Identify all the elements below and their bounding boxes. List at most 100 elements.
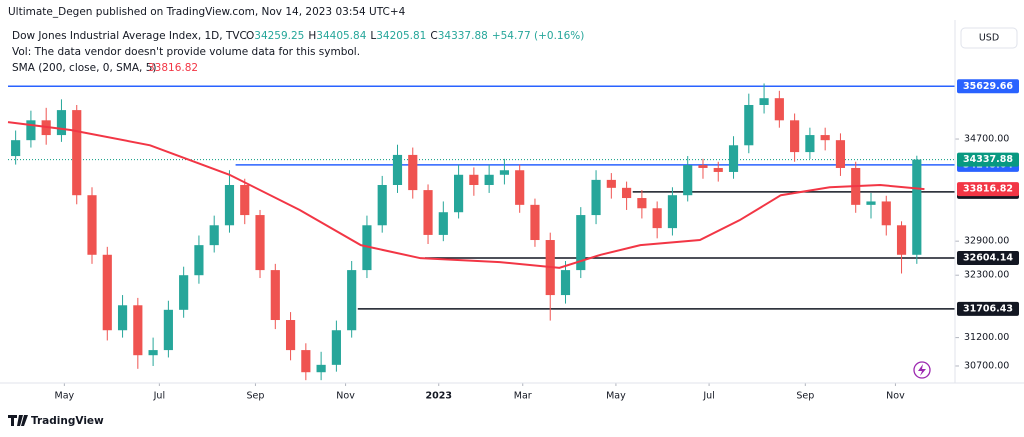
- ohlc-key: H: [308, 30, 316, 42]
- brand-logo: [8, 415, 28, 426]
- x-tick-label: Jul: [702, 391, 714, 402]
- currency: USD: [979, 33, 999, 44]
- sma-value: 33816.82: [148, 62, 198, 74]
- candle-body: [820, 135, 830, 141]
- candle-body: [438, 212, 448, 235]
- candle-body: [622, 187, 632, 199]
- candle-body: [698, 165, 708, 168]
- candle-body: [774, 98, 784, 121]
- candle-body: [912, 159, 922, 255]
- y-tick-label: 34700.00: [964, 134, 1009, 145]
- candle-body: [469, 174, 479, 185]
- candle-body: [148, 350, 158, 356]
- ohlc-legend: O 34259.25 H 34405.84 L 34205.81 C 34337.88 +54.…: [246, 30, 584, 42]
- sma-label-bg: [957, 182, 1019, 197]
- candle-body: [301, 350, 311, 373]
- x-tick-label: 2023: [426, 391, 452, 402]
- candle-body: [224, 184, 235, 226]
- y-tick-label: 31200.00: [964, 332, 1009, 343]
- brand: TradingView: [31, 415, 104, 427]
- level-label-bg: [957, 301, 1019, 316]
- sma-line: [7, 121, 925, 269]
- ohlc-value: 34337.88: [438, 30, 488, 42]
- candle-body: [316, 364, 326, 373]
- candle-body: [454, 174, 464, 213]
- ohlc-value: 34405.84: [316, 30, 366, 42]
- candle-body: [576, 215, 586, 271]
- candle-body: [179, 275, 189, 310]
- x-tick-label: Sep: [796, 391, 814, 402]
- level-label: 32604.14: [963, 252, 1013, 263]
- candle-body: [56, 110, 67, 136]
- level-label-bg: [957, 250, 1019, 265]
- candle-body: [362, 225, 372, 271]
- x-tick-label: May: [55, 391, 75, 402]
- candle-body: [102, 254, 112, 331]
- candle-body: [270, 270, 280, 321]
- candle-body: [347, 270, 357, 331]
- candle-body: [11, 140, 21, 157]
- candle-body: [637, 198, 647, 209]
- candle-body: [652, 208, 662, 229]
- candle-body: [896, 225, 907, 255]
- candle-body: [255, 215, 265, 271]
- x-tick-label: Jul: [153, 391, 165, 402]
- candle-body: [530, 204, 540, 241]
- candle-body: [285, 320, 296, 351]
- sma-label: 33816.82: [963, 184, 1013, 195]
- candle-body: [728, 145, 739, 172]
- x-tick-label: Nov: [886, 391, 905, 402]
- last-price-label: 34337.88: [963, 154, 1013, 165]
- plot: 30700.00 31200.00 32300.00 32900.00 34700.00…: [7, 79, 1019, 402]
- candle-body: [835, 140, 846, 168]
- currency-button[interactable]: [960, 27, 1018, 49]
- candle-body: [591, 179, 601, 216]
- y-tick-label: 30700.00: [964, 360, 1009, 371]
- candle-body: [408, 154, 418, 191]
- candle-body: [606, 179, 616, 188]
- x-tick-label: Sep: [246, 391, 264, 402]
- x-tick-label: Mar: [514, 391, 532, 402]
- ohlc-value: 34205.81: [376, 30, 426, 42]
- candle-body: [133, 305, 143, 356]
- candle-body: [713, 167, 723, 172]
- candle-body: [759, 98, 769, 105]
- level-label-bg: [957, 79, 1019, 94]
- sma-name: SMA (200, close, 0, SMA, 5): [12, 62, 157, 74]
- candle-body: [26, 120, 36, 141]
- candle-body: [72, 110, 82, 196]
- candle-body: [87, 195, 97, 255]
- candle-body: [423, 190, 433, 235]
- y-tick-label: 32900.00: [964, 236, 1009, 247]
- candle-body: [194, 245, 204, 276]
- ohlc-key: O: [246, 30, 254, 42]
- candle-body: [515, 170, 525, 205]
- change: +54.77 (+0.16%): [492, 30, 585, 42]
- x-tick-label: May: [606, 391, 626, 402]
- candle-body: [240, 184, 250, 216]
- ohlc-key: L: [370, 30, 376, 42]
- candle-body: [667, 195, 678, 229]
- candle-body: [881, 201, 891, 226]
- candle-body: [560, 270, 571, 296]
- last-price-label-bg: [957, 152, 1019, 167]
- candle-body: [117, 305, 128, 331]
- candle-body: [744, 104, 754, 146]
- candle-body: [209, 225, 219, 246]
- candle-body: [163, 309, 173, 351]
- ohlc-value: 34259.25: [254, 30, 304, 42]
- y-tick-label: 32300.00: [964, 270, 1009, 281]
- level-label: 35629.66: [963, 81, 1013, 92]
- candle-body: [866, 201, 876, 205]
- candle-body: [499, 170, 509, 175]
- attribution: Ultimate_Degen published on TradingView.…: [8, 6, 406, 18]
- candle-body: [331, 330, 341, 365]
- volume-note: Vol: The data vendor doesn't provide vol…: [12, 46, 360, 58]
- candle-body: [805, 135, 815, 153]
- ohlc-key: C: [430, 30, 437, 42]
- candle-body: [484, 174, 494, 185]
- candle-body: [790, 120, 800, 153]
- alert-bolt: [918, 364, 926, 376]
